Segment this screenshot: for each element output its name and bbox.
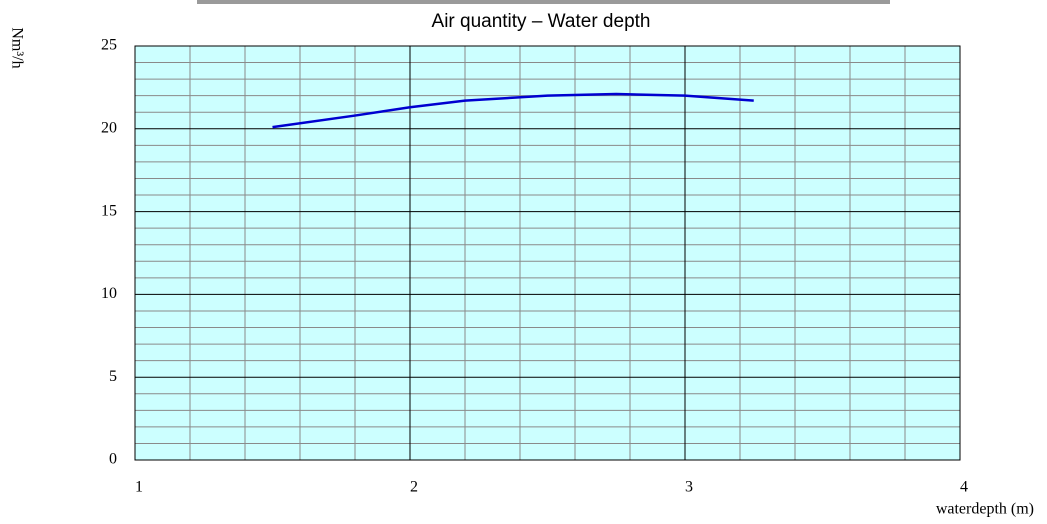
x-tick-label: 4 bbox=[960, 479, 968, 496]
plot-border bbox=[134, 45, 961, 461]
y-tick-label: 20 bbox=[101, 119, 117, 136]
y-tick-label: 25 bbox=[101, 37, 117, 54]
y-tick-label: 5 bbox=[109, 368, 117, 385]
y-axis-label: Nm³/h bbox=[8, 27, 25, 68]
x-axis-label: waterdepth (m) bbox=[936, 501, 1034, 518]
y-tick-label: 15 bbox=[101, 202, 117, 219]
y-tick-label: 0 bbox=[109, 451, 117, 468]
x-tick-label: 3 bbox=[685, 479, 693, 496]
plot-area bbox=[135, 46, 960, 460]
data-line bbox=[272, 92, 754, 129]
chart-title: Air quantity – Water depth bbox=[432, 11, 651, 32]
y-tick-label: 10 bbox=[101, 285, 117, 302]
x-tick-label: 1 bbox=[135, 479, 143, 496]
top-strip bbox=[197, 0, 890, 4]
x-tick-label: 2 bbox=[410, 479, 418, 496]
